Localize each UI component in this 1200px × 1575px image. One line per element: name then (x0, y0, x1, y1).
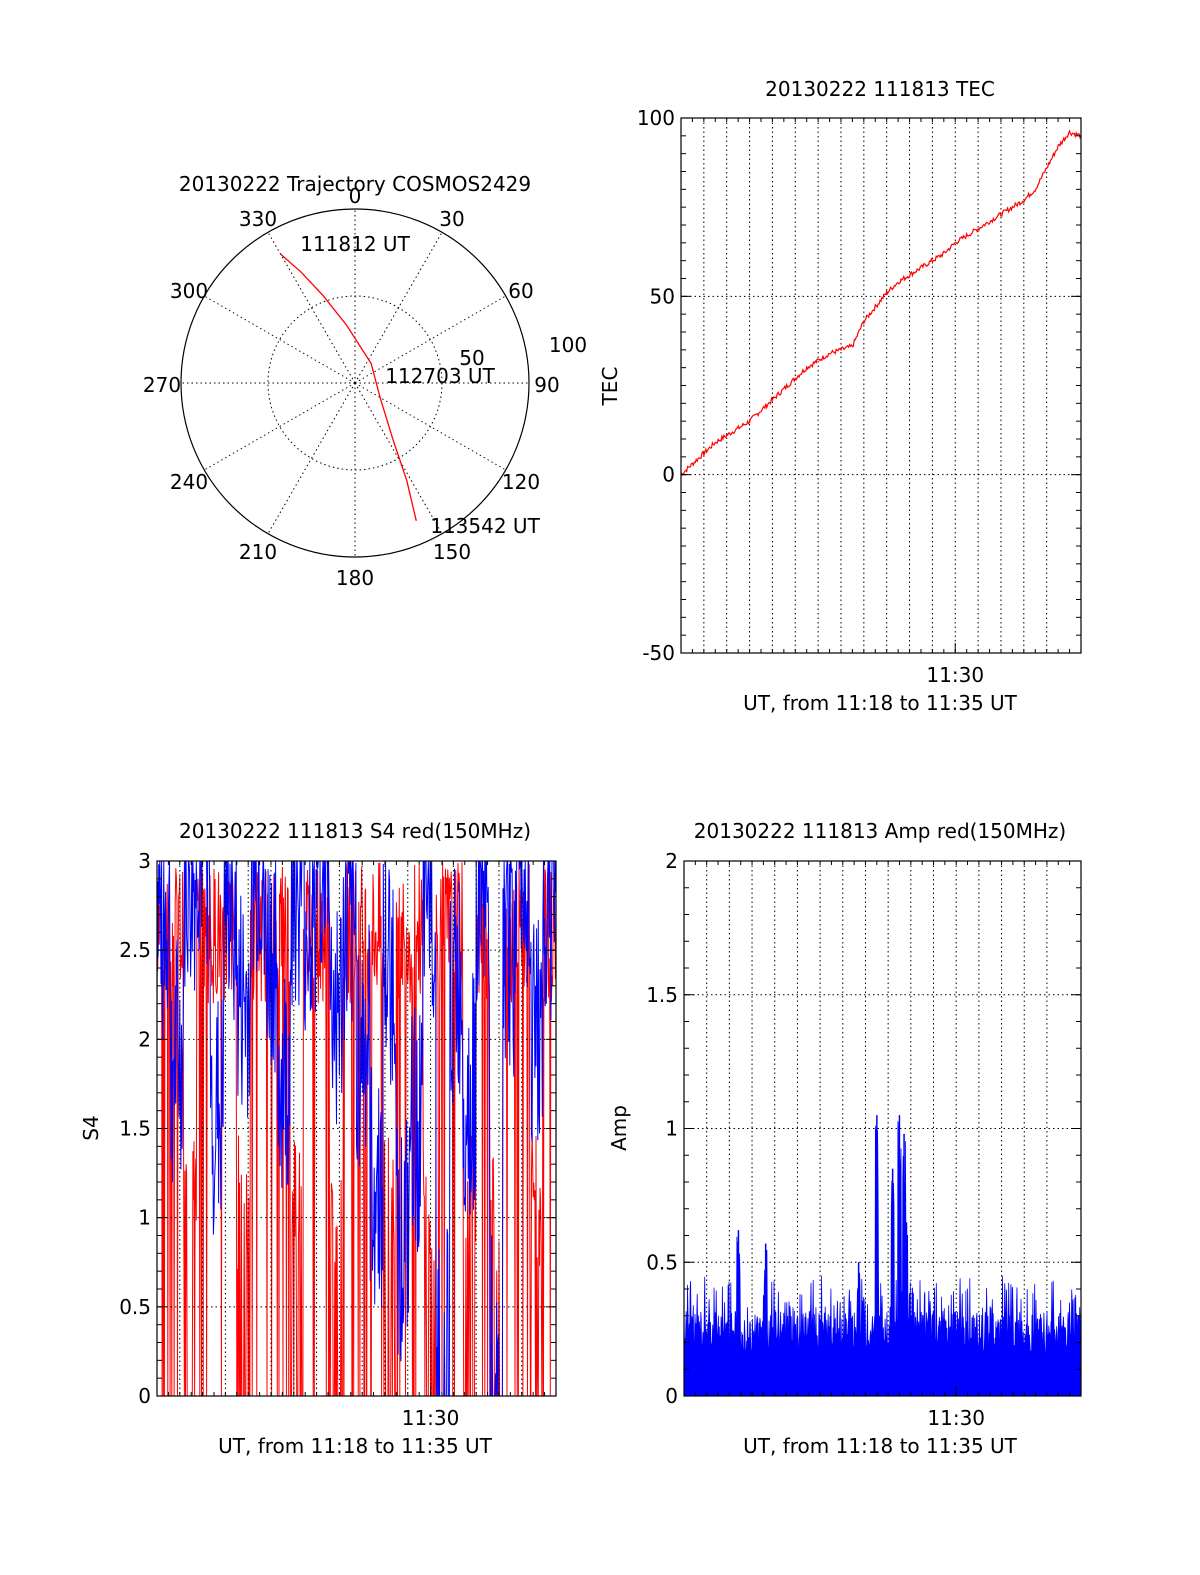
amp-area (683, 1121, 1082, 1397)
amp-y-axis-label: Amp (607, 1105, 631, 1151)
amp-chart-title: 20130222 111813 Amp red(150MHz) (694, 819, 1066, 843)
s4-x-axis-label: UT, from 11:18 to 11:35 UT (218, 1434, 493, 1458)
y-tick-label: 0 (662, 463, 675, 487)
polar-trajectory-line (280, 253, 417, 521)
polar-angle-label: 180 (336, 566, 374, 590)
y-tick-label: 50 (650, 284, 675, 308)
polar-chart-title: 20130222 Trajectory COSMOS2429 (179, 172, 531, 196)
s4-ticks: 0 0.5 1 1.5 2 2.5 3 11:30 (119, 849, 557, 1430)
polar-angle-label: 300 (170, 279, 208, 303)
polar-radius-label: 100 (549, 333, 587, 357)
y-tick-label: 0 (665, 1384, 678, 1408)
polar-angle-label: 0 (349, 184, 362, 208)
tec-grid (681, 118, 1081, 653)
y-tick-label: 3 (138, 849, 151, 873)
y-tick-label: 2.5 (119, 938, 151, 962)
y-tick-label: 1.5 (646, 983, 678, 1007)
polar-angle-label: 60 (508, 279, 533, 303)
x-tick-label: 11:30 (927, 1406, 985, 1430)
polar-angle-label: 150 (433, 540, 471, 564)
polar-radius-label: 50 (459, 346, 484, 370)
polar-outer-circle (180, 208, 530, 558)
x-tick-label: 11:30 (402, 1406, 460, 1430)
amp-x-axis-label: UT, from 11:18 to 11:35 UT (743, 1434, 1018, 1458)
s4-chart: 20130222 111813 S4 red(150MHz) 0 0.5 1 1.5 2… (79, 819, 557, 1458)
y-tick-label: 0.5 (646, 1250, 678, 1274)
tec-line (680, 129, 1082, 476)
amp-chart: 20130222 111813 Amp red(150MHz) 0 0.5 1 1.5… (607, 819, 1082, 1458)
tec-ticks: -50 0 50 100 11:30 (637, 106, 1082, 687)
tec-series (680, 129, 1082, 476)
polar-angle-label: 240 (170, 470, 208, 494)
y-tick-label: 2 (138, 1027, 151, 1051)
y-tick-label: 2 (665, 849, 678, 873)
s4-chart-title: 20130222 111813 S4 red(150MHz) (179, 819, 531, 843)
y-tick-label: 1 (138, 1206, 151, 1230)
amp-series (683, 1115, 1082, 1397)
y-tick-label: 0 (138, 1384, 151, 1408)
polar-spoke (354, 382, 506, 471)
polar-spoke (267, 382, 356, 534)
polar-spoke (267, 232, 356, 384)
polar-spoke (354, 295, 506, 384)
y-tick-label: 100 (637, 106, 675, 130)
y-tick-label: -50 (642, 641, 675, 665)
s4-grid (157, 861, 556, 1396)
tec-x-axis-label: UT, from 11:18 to 11:35 UT (743, 691, 1018, 715)
polar-angle-label: 270 (143, 373, 181, 397)
y-tick-label: 0.5 (119, 1295, 151, 1319)
polar-angle-label: 120 (502, 470, 540, 494)
y-tick-label: 1 (665, 1117, 678, 1141)
polar-trajectory (280, 253, 417, 521)
amp-ticks: 0 0.5 1 1.5 2 11:30 (646, 849, 1082, 1430)
polar-spoke (204, 295, 356, 384)
polar-annotation: 113542 UT (430, 514, 540, 538)
tec-plot-frame (680, 117, 1082, 654)
polar-spoke (354, 232, 443, 384)
polar-spoke (354, 382, 443, 534)
polar-annotations: 111812 UT 112703 UT 113542 UT (300, 232, 540, 538)
tec-chart: 20130222 111813 TEC -50 0 50 100 11:30 TEC U… (598, 77, 1082, 715)
polar-angle-label: 90 (534, 373, 559, 397)
polar-annotation: 111812 UT (300, 232, 410, 256)
polar-chart: 20130222 Trajectory COSMOS2429 0 30 60 90 12… (143, 172, 587, 590)
polar-angle-label: 210 (239, 540, 277, 564)
polar-grid (180, 208, 530, 558)
s4-series (156, 860, 557, 1397)
polar-angle-labels: 0 30 60 90 120 150 180 210 240 270 300 330 50 100 (143, 184, 587, 590)
polar-annotation: 112703 UT (385, 364, 495, 388)
tec-chart-title: 20130222 111813 TEC (765, 77, 995, 101)
tec-y-axis-label: TEC (598, 367, 622, 407)
s4-y-axis-label: S4 (79, 1115, 103, 1140)
polar-angle-label: 30 (439, 207, 464, 231)
s4-blue-line (156, 860, 557, 1397)
polar-spoke (204, 382, 356, 471)
polar-angle-label: 330 (239, 207, 277, 231)
x-tick-label: 11:30 (926, 663, 984, 687)
y-tick-label: 1.5 (119, 1117, 151, 1141)
